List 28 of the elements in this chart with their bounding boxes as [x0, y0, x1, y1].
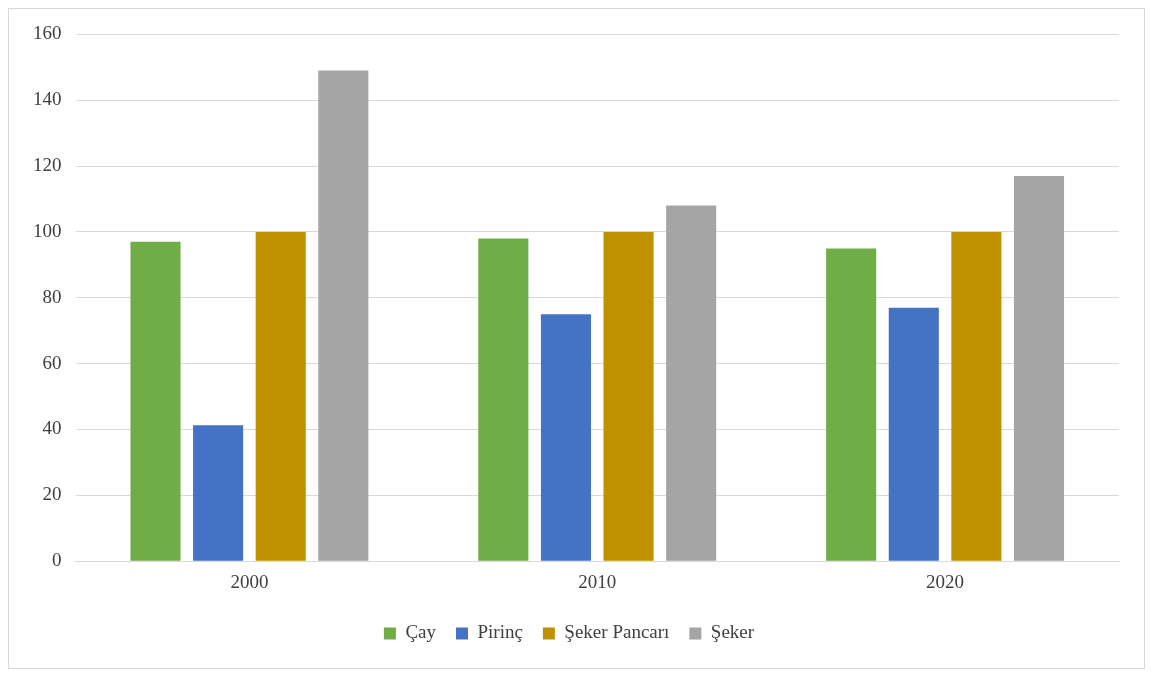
y-tick-label: 40 — [42, 417, 62, 439]
legend-label: Şeker — [710, 621, 755, 643]
y-tick-label: 80 — [42, 285, 62, 307]
legend-label: Şeker Pancarı — [564, 621, 670, 643]
bar — [193, 425, 244, 561]
y-tick-label: 20 — [42, 483, 62, 505]
y-tick-label: 100 — [33, 219, 62, 241]
bar — [130, 241, 181, 561]
y-tick-label: 60 — [42, 351, 62, 373]
bar — [1013, 175, 1065, 561]
y-tick-label: 0 — [52, 549, 62, 571]
bar — [255, 231, 306, 561]
bar — [540, 314, 591, 561]
y-tick-label: 160 — [33, 22, 62, 44]
x-tick-label: 2010 — [578, 570, 617, 592]
bar — [603, 231, 654, 561]
y-tick-label: 120 — [33, 154, 62, 176]
bar — [888, 307, 939, 561]
legend-label: Pirinç — [477, 621, 523, 643]
bar — [666, 205, 717, 561]
y-tick-label: 140 — [33, 88, 62, 110]
bar — [318, 70, 369, 561]
x-tick-label: 2000 — [230, 570, 269, 592]
bar — [951, 231, 1002, 561]
bar — [826, 248, 877, 561]
bar — [478, 238, 529, 561]
legend-label: Çay — [405, 621, 437, 643]
x-tick-label: 2020 — [926, 570, 965, 592]
